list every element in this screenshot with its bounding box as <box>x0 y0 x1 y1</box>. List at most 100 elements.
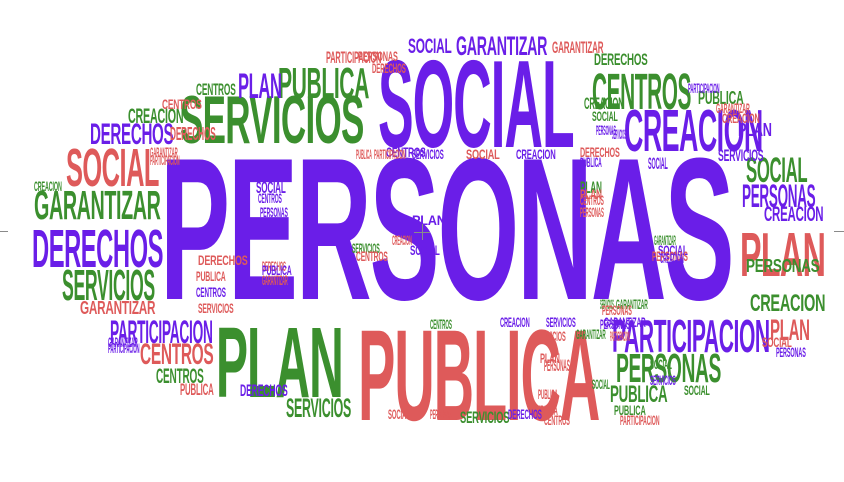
word-social: SOCIAL <box>592 377 610 393</box>
word-creacion: CREACION <box>392 233 412 249</box>
word-creacion: CREACION <box>722 111 760 127</box>
word-plan: PLAN <box>216 307 344 419</box>
word-personas: PERSONAS <box>596 123 616 139</box>
word-garantizar: GARANTIZAR <box>552 39 604 58</box>
word-derechos: DERECHOS <box>508 407 542 423</box>
word-social: SOCIAL <box>410 243 440 259</box>
word-social: SOCIAL <box>746 150 808 190</box>
word-centros: CENTROS <box>196 285 226 301</box>
word-social: SOCIAL <box>66 137 159 198</box>
word-derechos: DERECHOS <box>32 218 163 279</box>
word-personas: PERSONAS <box>602 303 632 319</box>
word-garantizar: GARANTIZAR <box>456 30 548 61</box>
word-publica: PUBLICA <box>278 59 370 108</box>
word-centros: CENTROS <box>140 338 214 372</box>
word-social: SOCIAL <box>658 243 688 259</box>
word-plan: PLAN <box>738 119 772 141</box>
word-personas: PERSONAS <box>358 49 398 65</box>
word-plan: PLAN <box>580 187 602 203</box>
word-centros: CENTROS <box>430 317 452 333</box>
word-plan: PLAN <box>412 213 446 229</box>
word-personas: PERSONAS <box>580 205 604 221</box>
word-social: SOCIAL <box>592 109 618 125</box>
word-garantizar: GARANTIZAR <box>34 182 161 229</box>
word-creacion: CREACION <box>764 201 824 227</box>
word-garantizar: GARANTIZAR <box>604 315 646 331</box>
word-participacion: PARTICIPACION <box>610 329 630 345</box>
word-centros: CENTROS <box>258 191 282 207</box>
word-publica: PUBLICA <box>610 381 668 409</box>
guide-line-right <box>834 231 844 232</box>
word-creacion: CREACION <box>500 315 530 331</box>
word-derechos: DERECHOS <box>262 259 286 275</box>
word-plan: PLAN <box>540 351 560 367</box>
word-creacion: CREACION <box>516 147 556 163</box>
word-centros: CENTROS <box>386 145 426 161</box>
word-centros: CENTROS <box>356 249 388 265</box>
word-personas: PERSONAS <box>742 178 816 215</box>
word-social: SOCIAL <box>648 155 668 174</box>
word-derechos: DERECHOS <box>580 145 620 161</box>
word-plan: PLAN <box>580 179 602 198</box>
word-plan: PLAN <box>740 220 826 290</box>
word-participacion: PARTICIPACION <box>620 413 660 429</box>
word-garantizar: GARANTIZAR <box>654 233 676 249</box>
word-publica: PUBLICA <box>356 147 372 163</box>
word-personas: PERSONAS <box>544 357 570 376</box>
word-personas: PERSONAS <box>430 407 452 423</box>
word-personas: PERSONAS <box>652 249 688 265</box>
word-centros: CENTROS <box>544 413 570 429</box>
word-derechos: DERECHOS <box>90 118 174 152</box>
word-publica: PUBLICA <box>538 387 558 403</box>
word-publica: PUBLICA <box>196 269 226 285</box>
word-garantizar: GARANTIZAR <box>150 145 178 161</box>
word-servicios: SERVICIOS <box>352 241 380 257</box>
word-servicios: SERVICIOS <box>546 315 576 331</box>
word-centros: CENTROS <box>580 193 604 209</box>
word-social: SOCIAL <box>378 35 575 175</box>
word-social: SOCIAL <box>388 407 410 423</box>
word-social: SOCIAL <box>408 33 452 59</box>
word-servicios: SERVICIOS <box>536 329 566 345</box>
word-servicios: SERVICIOS <box>62 261 155 310</box>
word-servicios: SERVICIOS <box>286 392 352 423</box>
word-plan: PLAN <box>238 66 282 106</box>
word-participacion: PARTICIPACION <box>374 147 406 163</box>
word-derechos: DERECHOS <box>198 253 248 269</box>
word-participacion: PARTICIPACION <box>150 153 180 169</box>
word-publica: PUBLICA <box>180 381 214 400</box>
word-participacion: PARTICIPACION <box>612 310 770 363</box>
word-social: SOCIAL <box>256 179 286 198</box>
word-social: SOCIAL <box>466 147 500 163</box>
word-garantizar: GARANTIZAR <box>108 335 138 351</box>
word-garantizar: GARANTIZAR <box>716 101 750 117</box>
word-social: SOCIAL <box>762 335 792 351</box>
word-creacion: CREACION <box>660 251 684 267</box>
word-servicios: SERVICIOS <box>198 301 234 317</box>
word-publica: PUBLICA <box>262 263 292 279</box>
word-servicios: SERVICIOS <box>412 147 444 163</box>
word-personas: PERSONAS <box>600 317 630 333</box>
word-publica: PUBLICA <box>358 304 600 449</box>
word-centros: CENTROS <box>162 97 202 113</box>
word-social: SOCIAL <box>684 383 710 399</box>
word-derechos: DERECHOS <box>594 51 648 70</box>
word-creacion: CREACION <box>128 103 184 129</box>
word-publica: PUBLICA <box>580 155 602 171</box>
word-personas: PERSONAS <box>616 345 721 392</box>
guide-line-left <box>0 231 8 232</box>
word-garantizar: GARANTIZAR <box>576 327 606 343</box>
word-participacion: PARTICIPACION <box>688 81 720 97</box>
word-personas: PERSONAS <box>746 255 820 277</box>
word-publica: PUBLICA <box>698 87 744 109</box>
word-publica: PUBLICA <box>532 403 558 419</box>
word-garantizar: GARANTIZAR <box>262 273 288 289</box>
word-personas: PERSONAS <box>160 115 735 342</box>
word-creacion: CREACION <box>750 290 826 318</box>
word-centros: CENTROS <box>196 81 236 100</box>
word-garantizar: GARANTIZAR <box>80 297 156 319</box>
word-servicios: SERVICIOS <box>612 127 626 143</box>
word-centros: CENTROS <box>156 363 204 389</box>
word-garantizar: GARANTIZAR <box>616 297 648 313</box>
